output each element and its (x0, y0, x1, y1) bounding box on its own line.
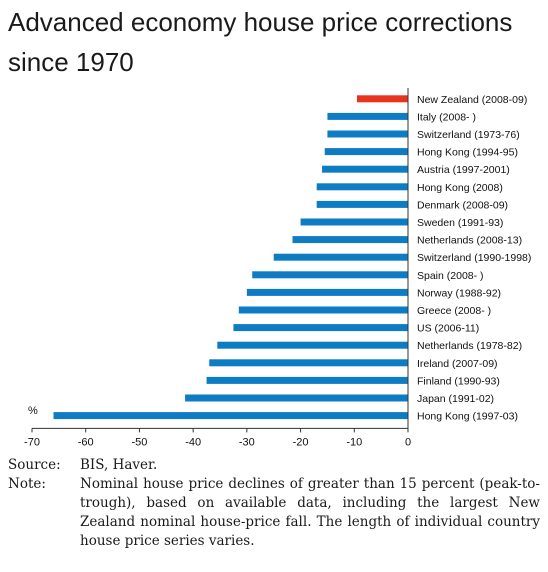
bar-16 (206, 376, 408, 384)
bar-4 (322, 165, 408, 173)
x-tick-label-3: -40 (185, 436, 201, 448)
notes-section: Source: BIS, Haver. Note: Nominal house … (8, 456, 540, 551)
category-label-0: New Zealand (2008-09) (417, 94, 527, 106)
category-label-2: Switzerland (1973-76) (417, 129, 520, 141)
note-row: Note: Nominal house price declines of gr… (8, 475, 540, 551)
bar-3 (324, 148, 408, 156)
bar-17 (185, 394, 408, 402)
x-tick-label-0: -70 (24, 436, 40, 448)
source-label: Source: (8, 457, 61, 473)
x-axis-ticks-group: -70 -60 -50 -40 -30 -20 -10 0 (24, 428, 411, 448)
chart-title: Advanced economy house price corrections… (8, 7, 513, 77)
category-label-18: Hong Kong (1997-03) (417, 411, 518, 423)
category-label-13: US (2006-11) (417, 323, 479, 335)
bar-8 (292, 236, 408, 244)
category-label-6: Denmark (2008-09) (417, 199, 508, 211)
x-tick-label-6: -10 (346, 436, 362, 448)
bar-13 (233, 324, 408, 332)
category-label-1: Italy (2008- ) (417, 111, 476, 123)
category-label-11: Norway (1988-92) (417, 287, 501, 299)
category-label-15: Ireland (2007-09) (417, 358, 498, 370)
bar-1 (327, 112, 408, 120)
category-label-3: Hong Kong (1994-95) (417, 147, 518, 159)
category-label-17: Japan (1991-02) (417, 393, 494, 405)
x-tick-label-1: -60 (78, 436, 94, 448)
bar-15 (209, 359, 408, 367)
category-label-14: Netherlands (1978-82) (417, 340, 522, 352)
bar-14 (217, 341, 408, 349)
category-label-4: Austria (1997-2001) (417, 164, 510, 176)
y-unit-label: % (28, 405, 38, 417)
category-label-12: Greece (2008- ) (417, 305, 491, 317)
category-label-10: Spain (2008- ) (417, 270, 484, 282)
source-row: Source: BIS, Haver. (8, 456, 540, 475)
note-text: Nominal house price declines of greater … (80, 476, 540, 549)
x-tick-label-7: 0 (405, 436, 411, 448)
bar-chart: % New Zealand (2008-09) Italy (2008- ) Swi… (24, 88, 531, 448)
bar-6 (316, 200, 408, 208)
bar-7 (300, 218, 408, 226)
category-labels-group: New Zealand (2008-09) Italy (2008- ) Switz… (417, 94, 531, 423)
bar-18 (53, 412, 408, 420)
category-label-8: Netherlands (2008-13) (417, 235, 522, 247)
bar-5 (316, 183, 408, 191)
bar-9 (273, 253, 408, 261)
bar-10 (252, 271, 408, 279)
category-label-5: Hong Kong (2008) (417, 182, 503, 194)
category-label-9: Switzerland (1990-1998) (417, 252, 531, 264)
bar-12 (238, 306, 408, 314)
x-tick-label-5: -20 (293, 436, 309, 448)
x-tick-label-4: -30 (239, 436, 255, 448)
x-tick-label-2: -50 (131, 436, 147, 448)
category-label-16: Finland (1990-93) (417, 375, 500, 387)
category-label-7: Sweden (1991-93) (417, 217, 503, 229)
bar-2 (327, 130, 408, 138)
note-label: Note: (8, 476, 46, 492)
bar-0 (356, 95, 408, 103)
bars-group (53, 95, 408, 420)
source-text: BIS, Haver. (80, 457, 158, 473)
bar-11 (246, 288, 408, 296)
